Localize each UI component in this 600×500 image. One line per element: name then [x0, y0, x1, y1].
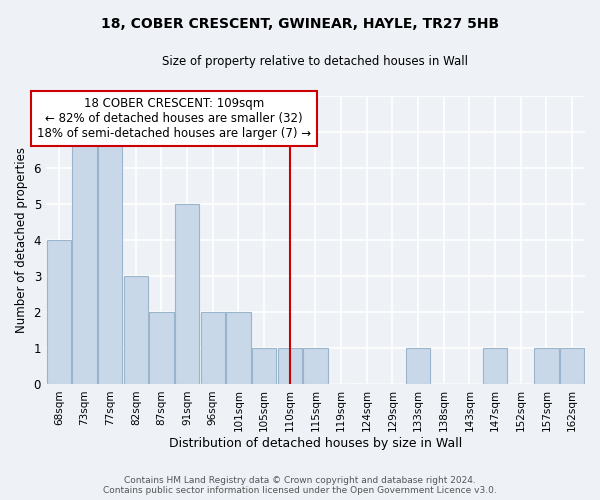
Bar: [560, 348, 584, 384]
Bar: [303, 348, 328, 384]
Bar: [72, 132, 97, 384]
Title: Size of property relative to detached houses in Wall: Size of property relative to detached ho…: [163, 55, 469, 68]
Bar: [483, 348, 508, 384]
Bar: [47, 240, 71, 384]
Bar: [175, 204, 199, 384]
Bar: [149, 312, 173, 384]
Bar: [124, 276, 148, 384]
Bar: [200, 312, 225, 384]
Bar: [252, 348, 277, 384]
Bar: [98, 132, 122, 384]
Bar: [535, 348, 559, 384]
Bar: [406, 348, 430, 384]
X-axis label: Distribution of detached houses by size in Wall: Distribution of detached houses by size …: [169, 437, 462, 450]
Y-axis label: Number of detached properties: Number of detached properties: [15, 147, 28, 333]
Text: Contains HM Land Registry data © Crown copyright and database right 2024.
Contai: Contains HM Land Registry data © Crown c…: [103, 476, 497, 495]
Bar: [278, 348, 302, 384]
Bar: [226, 312, 251, 384]
Text: 18, COBER CRESCENT, GWINEAR, HAYLE, TR27 5HB: 18, COBER CRESCENT, GWINEAR, HAYLE, TR27…: [101, 18, 499, 32]
Text: 18 COBER CRESCENT: 109sqm
← 82% of detached houses are smaller (32)
18% of semi-: 18 COBER CRESCENT: 109sqm ← 82% of detac…: [37, 98, 311, 140]
